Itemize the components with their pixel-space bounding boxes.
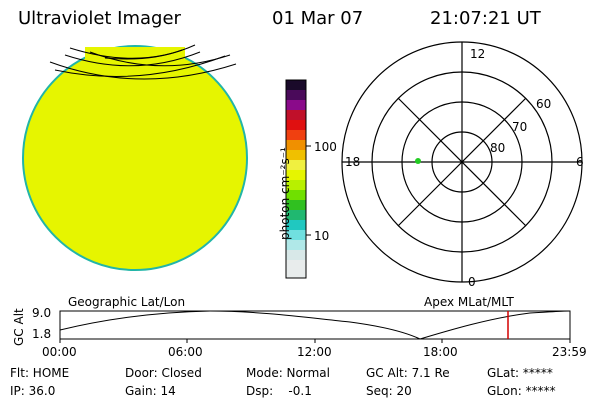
alt-tick-low: 1.8 (32, 327, 52, 341)
x-tick-1800: 18:00 (423, 345, 458, 359)
geographic-image-panel (22, 44, 248, 271)
status-door: Door: Closed (125, 366, 202, 380)
mlt-label-18: 18 (345, 155, 361, 169)
colorbar-tick-100: 100 (314, 140, 337, 154)
status-glat: GLat: ***** (487, 366, 553, 380)
mlt-label-12: 12 (470, 47, 486, 61)
status-gain: Gain: 14 (125, 384, 176, 398)
colorbar-unit-label: photon cm⁻²s⁻¹ (278, 147, 292, 240)
terminator-lines (49, 44, 237, 80)
x-tick-1200: 12:00 (297, 345, 332, 359)
mlt-label-0: 0 (468, 275, 476, 289)
status-glon: GLon: ***** (487, 384, 556, 398)
status-ip: IP: 36.0 (10, 384, 56, 398)
earth-disk (22, 45, 248, 271)
status-seq: Seq: 20 (366, 384, 412, 398)
lat-label-80: 80 (490, 141, 506, 155)
date-label: 01 Mar 07 (272, 8, 364, 29)
status-mode: Mode: Normal (246, 366, 330, 380)
polar-grid (341, 41, 583, 283)
status-dsp: Dsp: -0.1 (246, 384, 312, 398)
spacecraft-marker (415, 158, 421, 164)
geographic-title: Geographic Lat/Lon (68, 295, 186, 309)
time-label: 21:07:21 UT (430, 8, 541, 29)
altitude-plot (59, 310, 571, 343)
alt-tick-high: 9.0 (32, 306, 52, 320)
x-tick-0600: 06:00 (168, 345, 203, 359)
disk-top-cap (85, 47, 185, 59)
lat-label-60: 60 (536, 97, 552, 111)
status-gc-alt: GC Alt: 7.1 Re (366, 366, 450, 380)
apex-title: Apex MLat/MLT (424, 295, 514, 309)
app-title: Ultraviolet Imager (18, 8, 181, 29)
x-tick-2359: 23:59 (552, 345, 587, 359)
mlt-label-6: 6 (576, 155, 584, 169)
status-flt: Flt: HOME (10, 366, 70, 380)
alt-axis-label: GC Alt (12, 308, 26, 346)
colorbar-tick-10: 10 (314, 229, 330, 243)
color-scale-bar (285, 79, 311, 279)
altitude-curve (59, 310, 571, 340)
x-tick-0000: 00:00 (42, 345, 77, 359)
lat-label-70: 70 (512, 120, 528, 134)
